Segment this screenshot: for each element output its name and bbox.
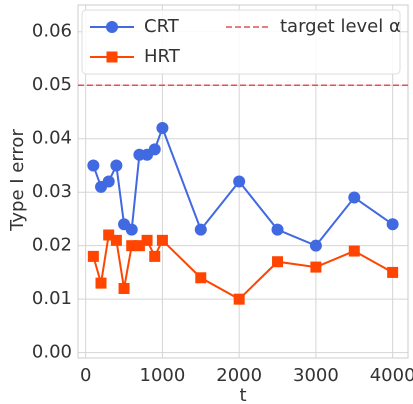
data-point (271, 223, 284, 236)
data-point (125, 223, 138, 236)
x-tick-label: 2000 (216, 365, 262, 386)
data-point (309, 239, 322, 252)
data-point (195, 272, 207, 284)
data-point (110, 159, 123, 172)
legend-marker (106, 51, 118, 63)
y-tick-label: 0.02 (32, 235, 72, 256)
data-point (156, 234, 168, 246)
legend-label: target level α (280, 16, 401, 37)
data-point (141, 234, 153, 246)
data-point (386, 218, 399, 231)
y-tick-label: 0.01 (32, 288, 72, 309)
x-axis-label: t (239, 385, 246, 404)
data-point (102, 175, 115, 188)
data-point (233, 175, 246, 188)
data-point (87, 159, 100, 172)
series-line (92, 125, 394, 247)
x-tick-label: 3000 (293, 365, 339, 386)
plot-frame (77, 4, 409, 359)
data-point (110, 234, 122, 246)
data-point (233, 293, 245, 305)
y-tick-label: 0.03 (32, 181, 72, 202)
data-point (387, 266, 399, 278)
legend-label: HRT (144, 46, 181, 67)
data-point (310, 261, 322, 273)
data-point (272, 256, 284, 268)
data-point (348, 245, 360, 257)
data-point (348, 191, 361, 204)
data-point (148, 143, 161, 156)
data-point (156, 122, 169, 135)
data-point (118, 282, 130, 294)
data-point (95, 277, 107, 289)
y-tick-label: 0.05 (32, 74, 72, 95)
x-tick-label: 0 (80, 365, 91, 386)
x-tick-label: 1000 (140, 365, 186, 386)
data-point (194, 223, 207, 236)
data-point (87, 250, 99, 262)
legend-box (81, 9, 401, 75)
data-point (126, 240, 138, 252)
data-point (103, 229, 115, 241)
y-axis-label: Type I error (7, 129, 28, 232)
legend-label: CRT (144, 16, 180, 37)
data-point (149, 250, 161, 262)
y-tick-label: 0.06 (32, 21, 72, 42)
y-tick-label: 0.00 (32, 342, 72, 363)
legend-marker (106, 21, 118, 33)
y-tick-label: 0.04 (32, 128, 72, 149)
x-tick-label: 4000 (370, 365, 413, 386)
data-point (133, 240, 145, 252)
